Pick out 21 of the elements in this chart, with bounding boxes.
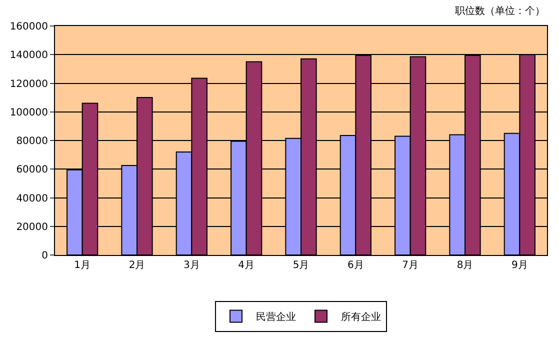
y-tick-label: 40000 bbox=[16, 193, 48, 204]
x-tick-label: 2月 bbox=[128, 260, 146, 271]
y-tick-label: 160000 bbox=[10, 22, 48, 32]
y-tick-label: 140000 bbox=[10, 50, 48, 62]
x-tick-label: 8月 bbox=[456, 260, 474, 271]
x-tick-label: 5月 bbox=[292, 260, 310, 271]
legend-label: 所有企业 bbox=[341, 311, 381, 324]
x-tick-label: 6月 bbox=[347, 260, 364, 271]
x-tick-label: 4月 bbox=[238, 260, 255, 271]
y-tick-label: 80000 bbox=[16, 136, 48, 147]
y-tick-label: 120000 bbox=[10, 78, 48, 90]
x-tick-label: 1月 bbox=[74, 260, 91, 271]
legend-label: 民营企业 bbox=[256, 311, 296, 324]
x-tick-label: 3月 bbox=[183, 260, 200, 271]
x-tick-label: 7月 bbox=[402, 260, 419, 271]
text: 职位数（单位：个） bbox=[455, 5, 545, 17]
y-tick-label: 20000 bbox=[16, 222, 48, 233]
y-tick-label: 60000 bbox=[16, 164, 48, 176]
y-tick-label: 0 bbox=[42, 250, 48, 262]
y-tick-label: 100000 bbox=[10, 107, 48, 118]
x-tick-label: 9月 bbox=[511, 260, 528, 271]
